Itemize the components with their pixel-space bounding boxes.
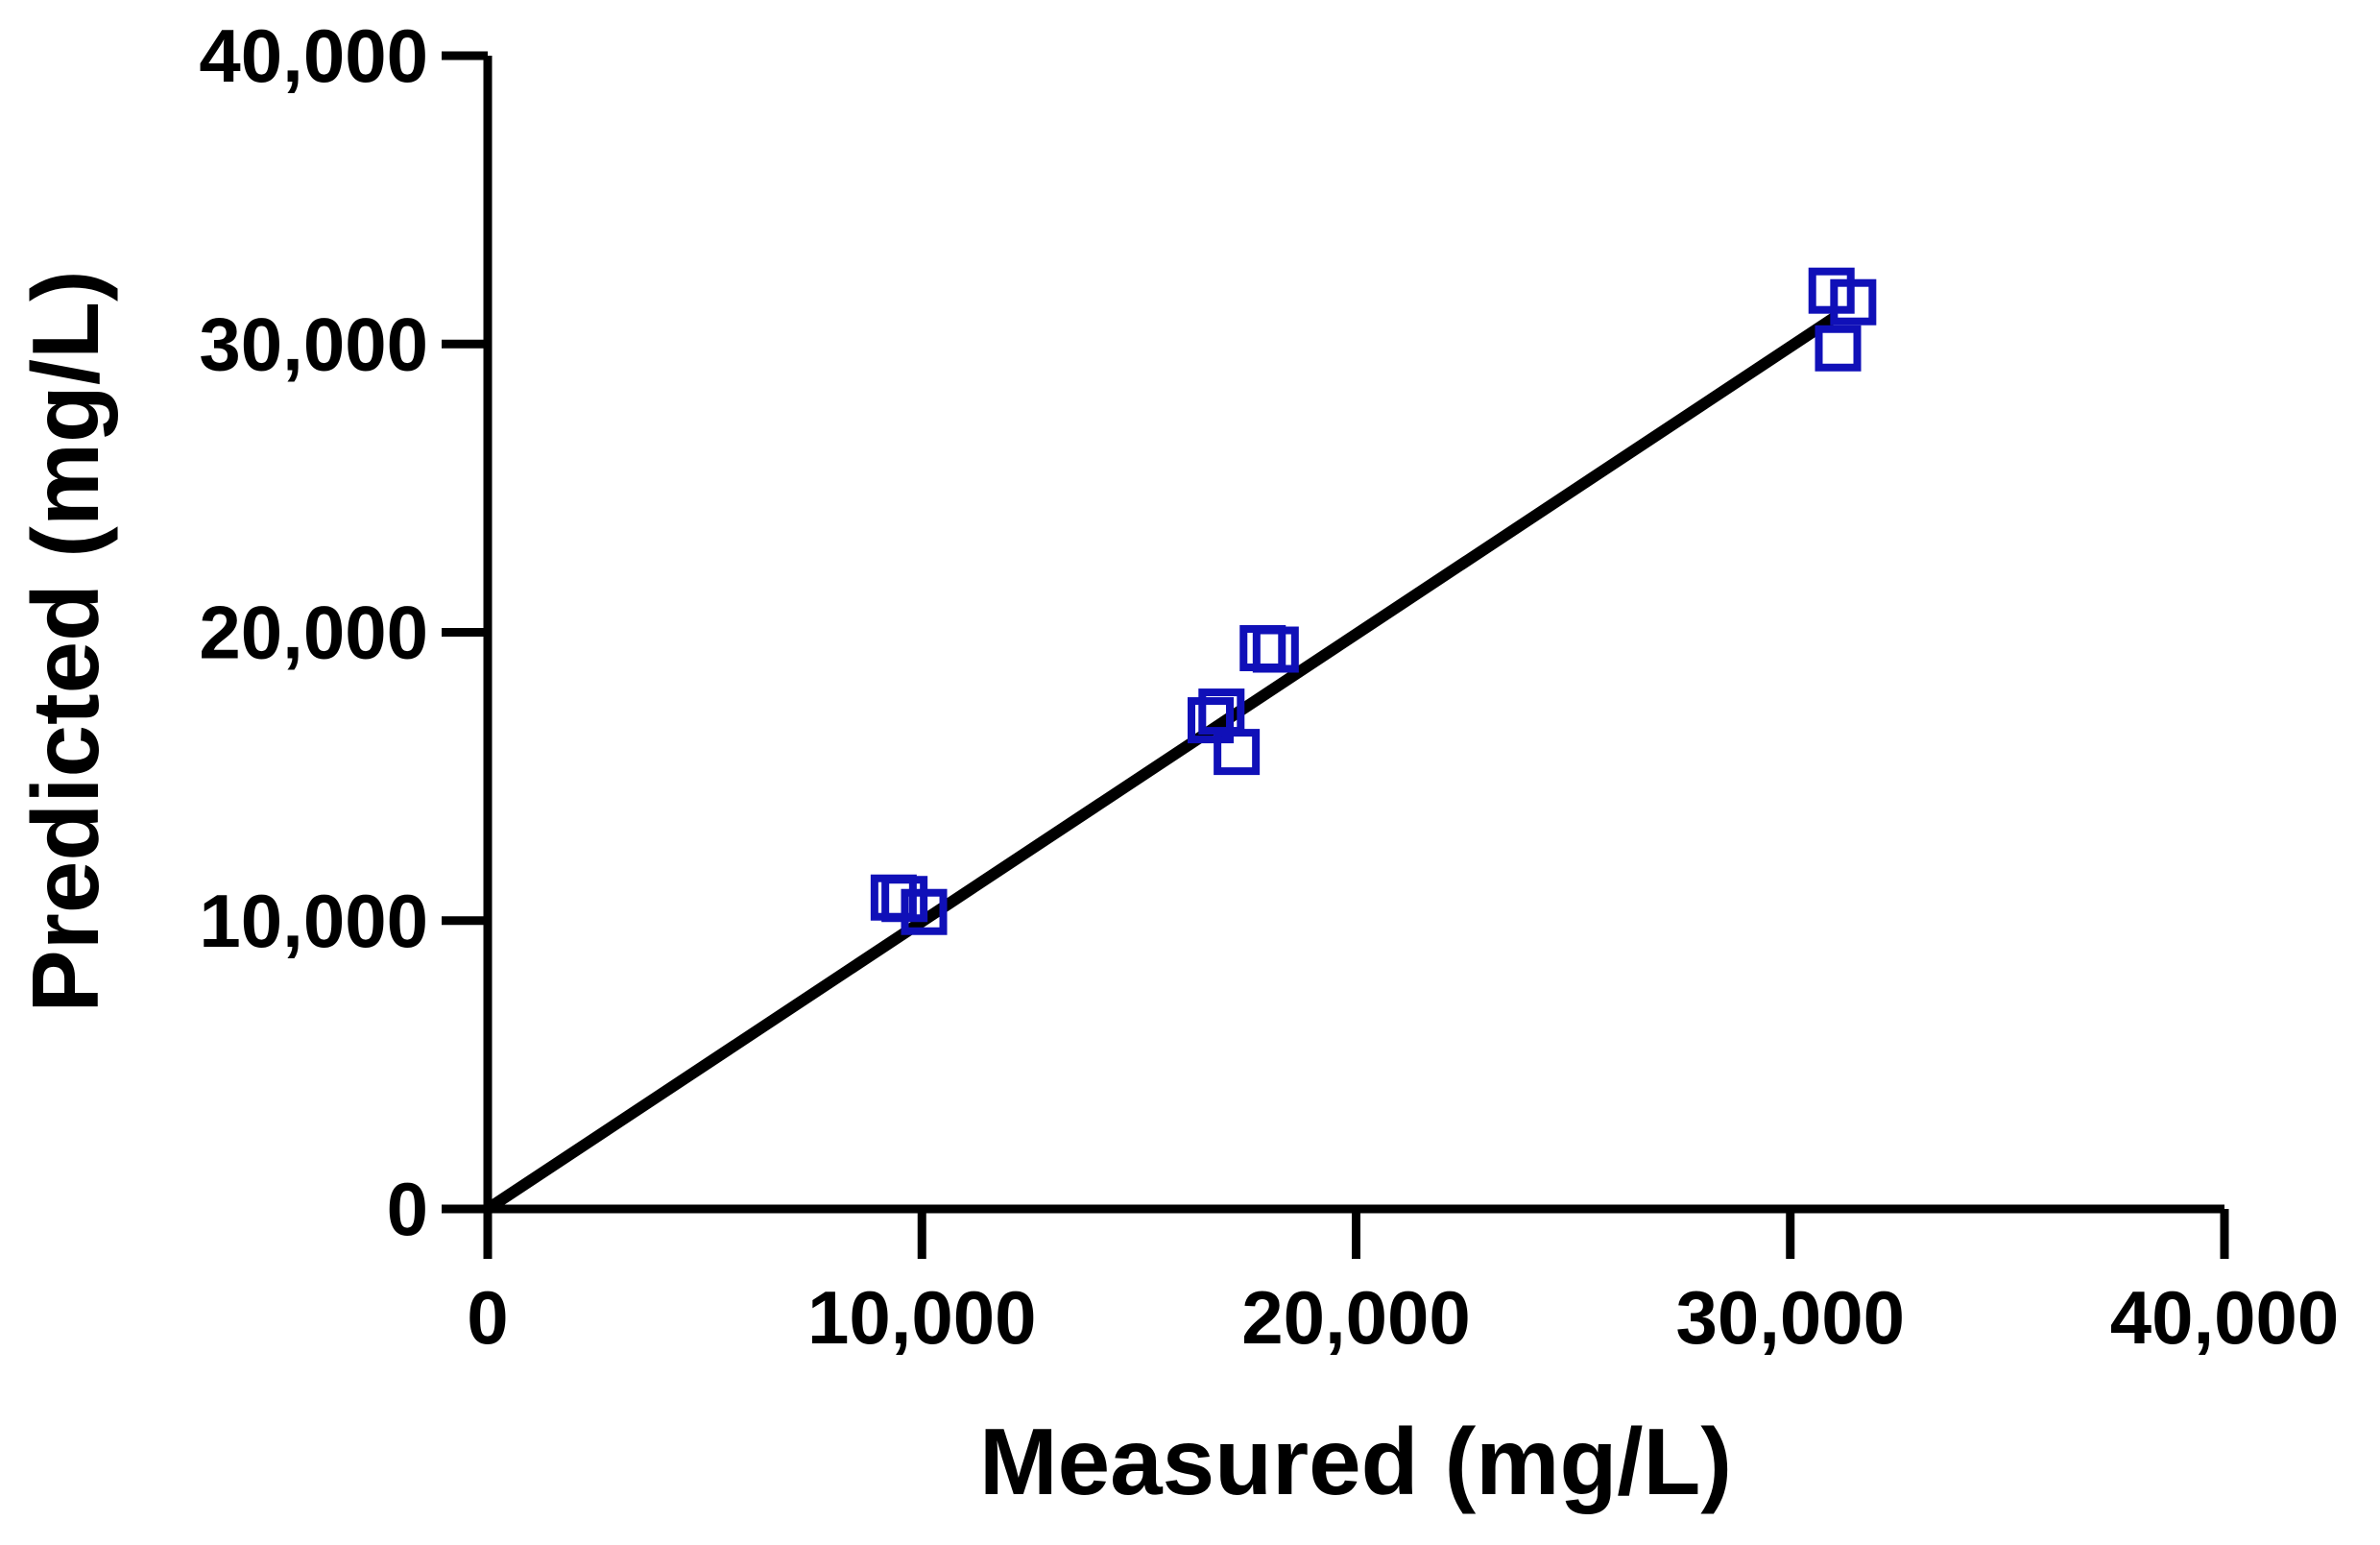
y-tick-label: 20,000 xyxy=(199,591,428,675)
data-point xyxy=(901,888,948,935)
data-point xyxy=(1187,697,1234,744)
regression-line xyxy=(484,313,1838,1215)
y-tick-label: 30,000 xyxy=(199,302,428,386)
data-point xyxy=(1214,729,1261,776)
y-tick-label: 40,000 xyxy=(199,13,428,98)
x-tick-label: 0 xyxy=(467,1275,508,1360)
data-point xyxy=(1815,325,1862,372)
x-tick-label: 40,000 xyxy=(2110,1275,2340,1360)
axis-ticks: 0 10,000 20,000 30,000 40,000 0 10,000 20,000 30… xyxy=(199,13,2339,1360)
x-tick-label: 20,000 xyxy=(1241,1275,1471,1360)
plot-area xyxy=(484,267,1877,1215)
y-axis-title: Predicted (mg/L) xyxy=(12,270,118,1012)
data-point xyxy=(1239,625,1286,672)
y-tick-label: 10,000 xyxy=(199,879,428,963)
x-axis-title: Measured (mg/L) xyxy=(979,1409,1732,1514)
data-point xyxy=(1252,626,1299,673)
data-point xyxy=(1830,278,1877,326)
x-tick-label: 10,000 xyxy=(807,1275,1037,1360)
x-tick-label: 30,000 xyxy=(1675,1275,1905,1360)
y-tick-label: 0 xyxy=(387,1167,428,1251)
